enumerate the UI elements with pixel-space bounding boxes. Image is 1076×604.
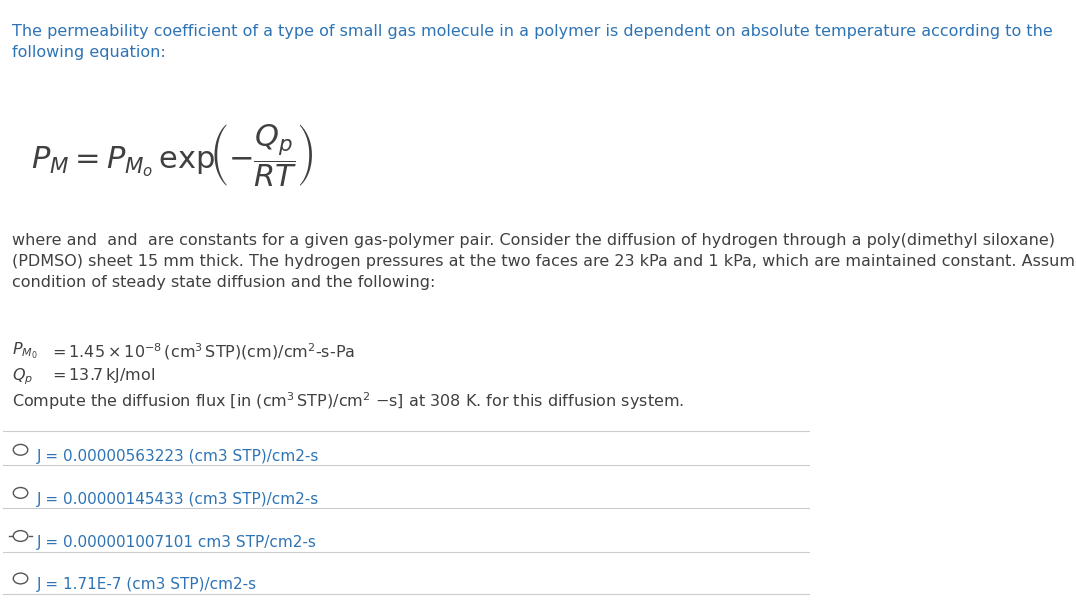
Text: $= 1.45 \times 10^{-8}\,(\mathrm{cm}^3\,\mathrm{STP})(\mathrm{cm})/\mathrm{cm}^2: $= 1.45 \times 10^{-8}\,(\mathrm{cm}^3\,… (48, 341, 355, 362)
Text: $P_{M_0}$: $P_{M_0}$ (13, 341, 39, 361)
Text: J = 0.00000145433 (cm3 STP)/cm2-s: J = 0.00000145433 (cm3 STP)/cm2-s (37, 492, 318, 507)
Text: $Q_p$: $Q_p$ (13, 366, 33, 387)
Text: The permeability coefficient of a type of small gas molecule in a polymer is dep: The permeability coefficient of a type o… (13, 24, 1053, 60)
Text: Compute the diffusion flux [in $(\mathrm{cm}^3\,\mathrm{STP})/\mathrm{cm}^2$ $-$: Compute the diffusion flux [in $(\mathrm… (13, 390, 684, 412)
Text: J = 1.71E-7 (cm3 STP)/cm2-s: J = 1.71E-7 (cm3 STP)/cm2-s (37, 577, 257, 593)
Text: $P_M = P_{M_o}\,\mathrm{exp}\!\left(-\dfrac{Q_p}{RT}\right)$: $P_M = P_{M_o}\,\mathrm{exp}\!\left(-\df… (31, 122, 313, 189)
Text: J = 0.000001007101 cm3 STP/cm2-s: J = 0.000001007101 cm3 STP/cm2-s (37, 535, 316, 550)
Text: J = 0.00000563223 (cm3 STP)/cm2-s: J = 0.00000563223 (cm3 STP)/cm2-s (37, 449, 318, 464)
Text: $= 13.7\,\mathrm{kJ/mol}$: $= 13.7\,\mathrm{kJ/mol}$ (48, 366, 155, 385)
Text: where and  and  are constants for a given gas-polymer pair. Consider the diffusi: where and and are constants for a given … (13, 233, 1076, 290)
